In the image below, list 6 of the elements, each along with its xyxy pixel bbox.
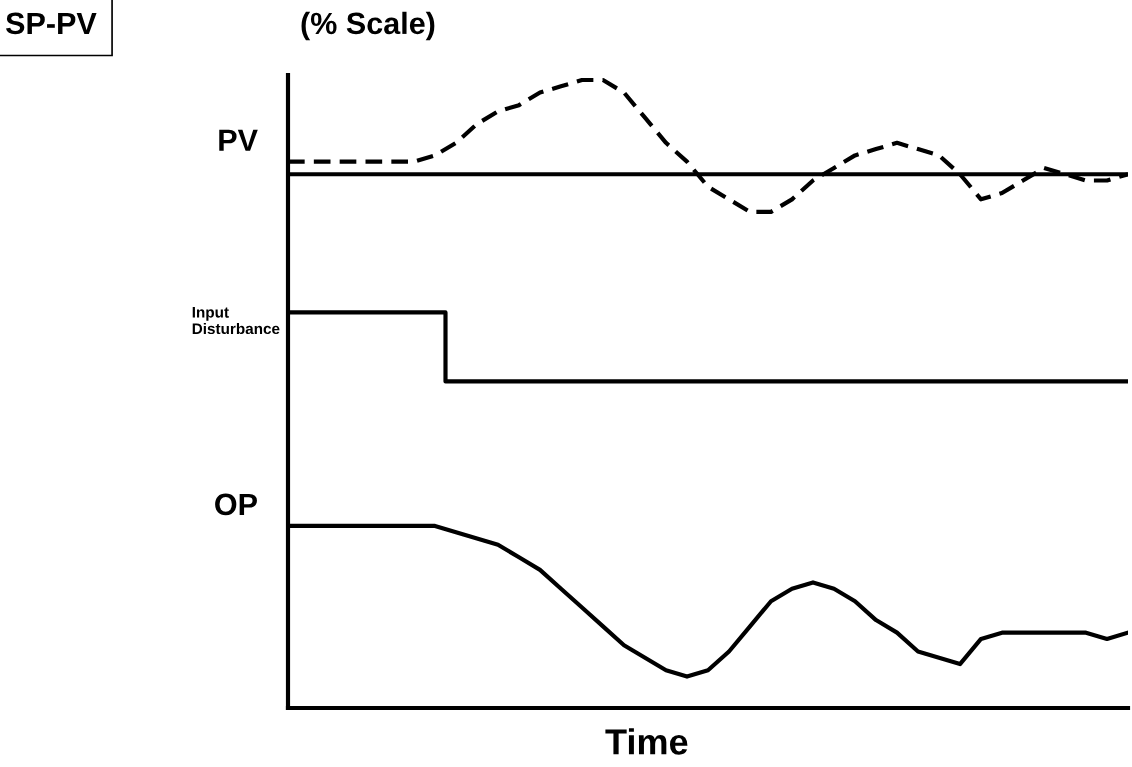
series-label: PV	[219, 129, 258, 151]
series-label: Input Disturbance	[192, 307, 280, 335]
series-label: OP	[215, 493, 257, 516]
x-axis-title: Time	[605, 728, 688, 755]
chart-title: SP-PV	[5, 12, 97, 35]
chart-subtitle: (% Scale)	[301, 11, 435, 41]
